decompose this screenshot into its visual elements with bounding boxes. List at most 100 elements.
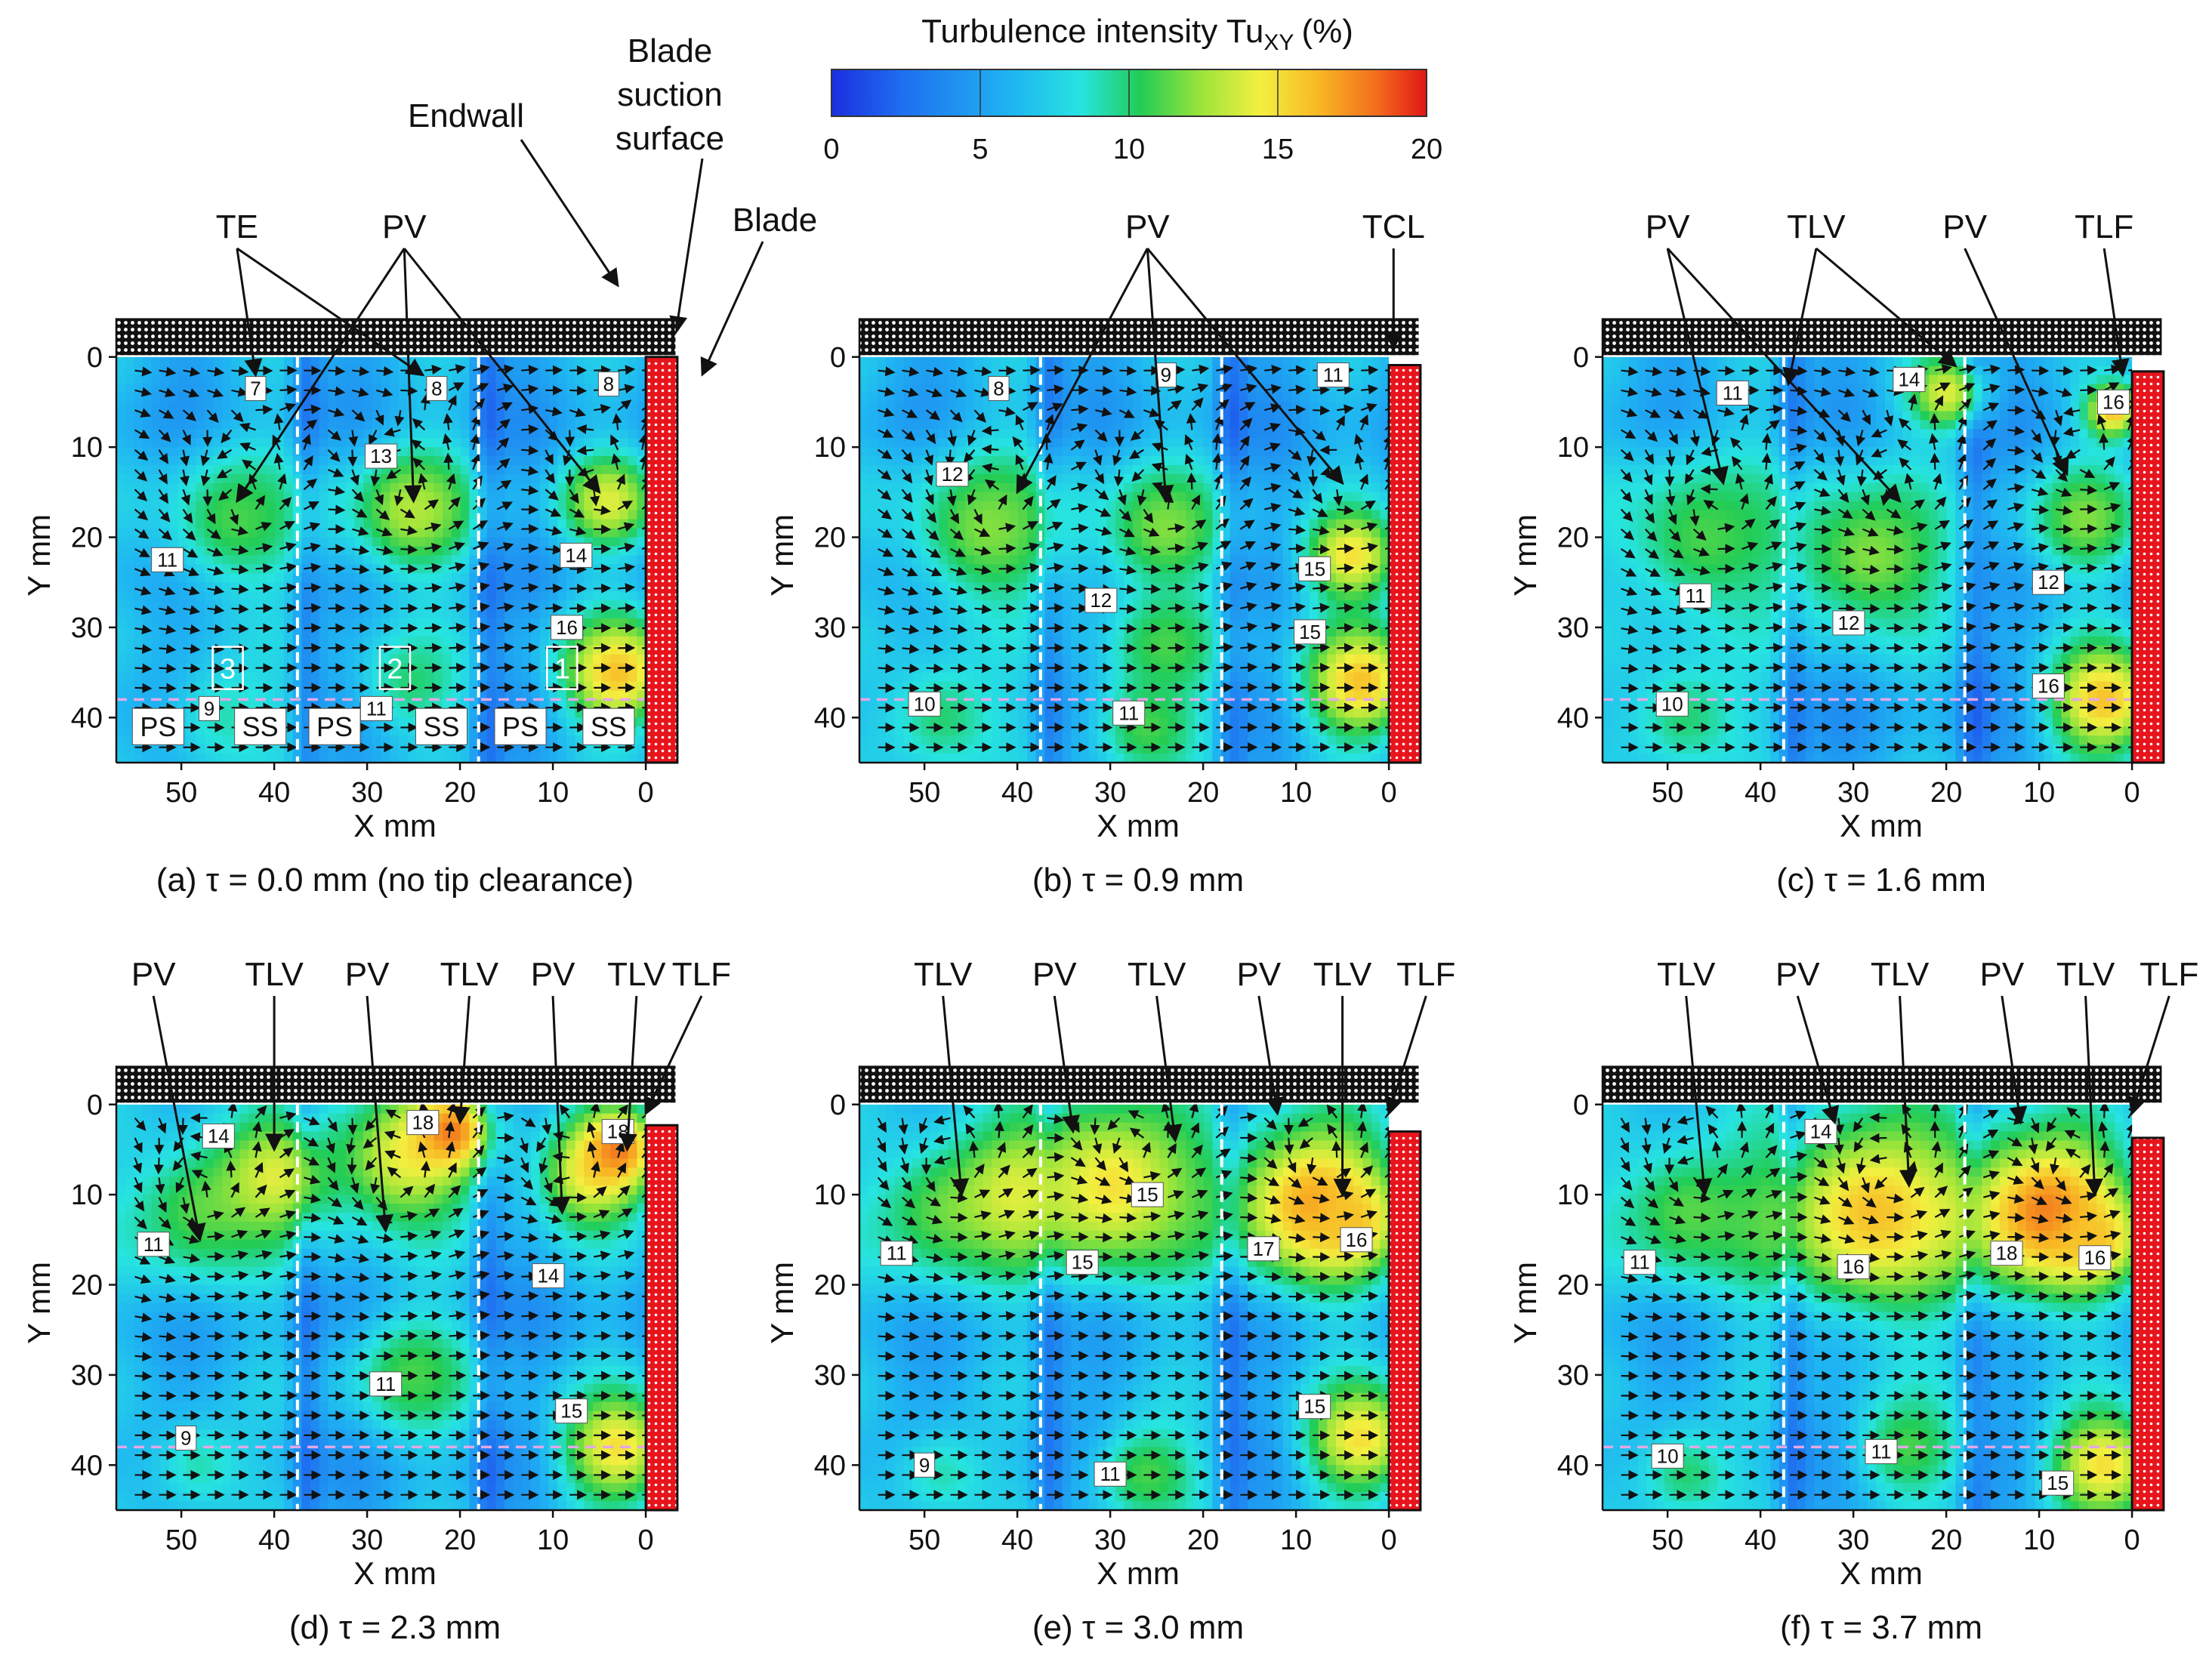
heatmap-cell <box>859 717 869 728</box>
heatmap-cell <box>1186 482 1195 493</box>
heatmap-cell <box>169 754 179 763</box>
heatmap-cell <box>424 618 435 628</box>
heatmap-cell <box>230 591 241 601</box>
heatmap-cell <box>239 690 250 701</box>
heatmap-cell <box>177 609 188 619</box>
heatmap-cell <box>1133 735 1143 745</box>
heatmap-cell <box>433 473 444 484</box>
heatmap-cell <box>187 654 196 664</box>
heatmap-cell <box>486 482 497 493</box>
heatmap-cell <box>566 717 576 728</box>
heatmap-cell <box>424 555 435 566</box>
heatmap-cell <box>390 564 400 575</box>
heatmap-cell <box>548 519 559 529</box>
heatmap-cell <box>328 420 338 430</box>
heatmap-cell <box>877 456 887 466</box>
heatmap-cell <box>381 375 391 385</box>
heatmap-cell <box>592 429 603 439</box>
heatmap-cell <box>354 429 364 439</box>
heatmap-cell <box>1115 510 1125 520</box>
heatmap-cell <box>592 438 603 448</box>
heatmap-cell <box>575 501 585 511</box>
heatmap-cell <box>257 645 267 655</box>
heatmap-cell <box>868 365 878 376</box>
heatmap-cell <box>868 600 878 610</box>
heatmap-cell <box>266 537 276 547</box>
heatmap-cell <box>116 609 126 619</box>
heatmap-cell <box>973 609 984 619</box>
heatmap-cell <box>610 573 620 584</box>
heatmap-cell <box>557 482 567 493</box>
heatmap-cell <box>557 573 567 584</box>
heatmap-cell <box>1000 438 1010 448</box>
heatmap-cell <box>1097 636 1107 646</box>
heatmap-cell <box>1203 375 1214 385</box>
heatmap-cell <box>266 411 276 421</box>
heatmap-cell <box>531 627 541 637</box>
heatmap-cell <box>1133 537 1143 547</box>
heatmap-cell <box>187 636 196 646</box>
heatmap-cell <box>390 618 400 628</box>
heatmap-cell <box>443 528 452 538</box>
heatmap-cell <box>319 429 329 439</box>
heatmap-cell <box>319 591 329 601</box>
heatmap-cell <box>1186 717 1195 728</box>
heatmap-cell <box>222 411 232 421</box>
heatmap-cell <box>143 582 153 592</box>
heatmap-cell <box>1177 636 1187 646</box>
heatmap-cell <box>965 546 975 556</box>
heatmap-cell <box>143 375 153 385</box>
heatmap-cell <box>337 591 347 601</box>
value-label: 11 <box>359 695 393 721</box>
heatmap-cell <box>965 708 975 719</box>
heatmap-cell <box>983 438 993 448</box>
heatmap-cell <box>513 456 523 466</box>
heatmap-cell <box>1115 537 1125 547</box>
heatmap-cell <box>1186 672 1195 683</box>
heatmap-cell <box>266 384 276 394</box>
heatmap-cell <box>196 681 205 692</box>
heatmap-cell <box>877 519 887 529</box>
heatmap-cell <box>143 672 153 683</box>
heatmap-cell <box>134 537 143 547</box>
heatmap-cell <box>328 393 338 403</box>
heatmap-cell <box>1159 519 1169 529</box>
heatmap-cell <box>1195 708 1205 719</box>
heatmap-cell <box>992 438 1001 448</box>
heatmap-cell <box>513 473 523 484</box>
heatmap-cell <box>1027 717 1037 728</box>
heatmap-cell <box>125 411 135 421</box>
heatmap-cell <box>486 375 497 385</box>
heatmap-cell <box>557 708 567 719</box>
heatmap-cell <box>531 564 541 575</box>
velocity-vector <box>183 683 201 693</box>
heatmap-cell <box>390 591 400 601</box>
heatmap-cell <box>1133 609 1143 619</box>
heatmap-cell <box>1106 501 1116 511</box>
heatmap-cell <box>1195 456 1205 466</box>
heatmap-cell <box>116 482 126 493</box>
heatmap-cell <box>877 492 887 502</box>
heatmap-cell <box>1177 411 1187 421</box>
heatmap-cell <box>1159 654 1169 664</box>
heatmap-cell <box>930 356 939 367</box>
heatmap-cell <box>134 745 143 754</box>
heatmap-cell <box>584 699 594 710</box>
heatmap-cell <box>1062 456 1072 466</box>
heatmap-cell <box>1159 528 1169 538</box>
heatmap-cell <box>416 537 426 547</box>
heatmap-cell <box>539 636 550 646</box>
heatmap-cell <box>354 456 364 466</box>
heatmap-cell <box>1168 654 1178 664</box>
heatmap-cell <box>169 519 179 529</box>
heatmap-cell <box>628 365 638 376</box>
heatmap-cell <box>275 528 285 538</box>
heatmap-cell <box>134 754 143 763</box>
heatmap-cell <box>1018 528 1028 538</box>
heatmap-cell <box>319 519 329 529</box>
heatmap-cell <box>1044 537 1054 547</box>
heatmap-cell <box>1071 456 1081 466</box>
heatmap-cell <box>424 482 435 493</box>
heatmap-cell <box>610 654 620 664</box>
heatmap-cell <box>222 501 232 511</box>
